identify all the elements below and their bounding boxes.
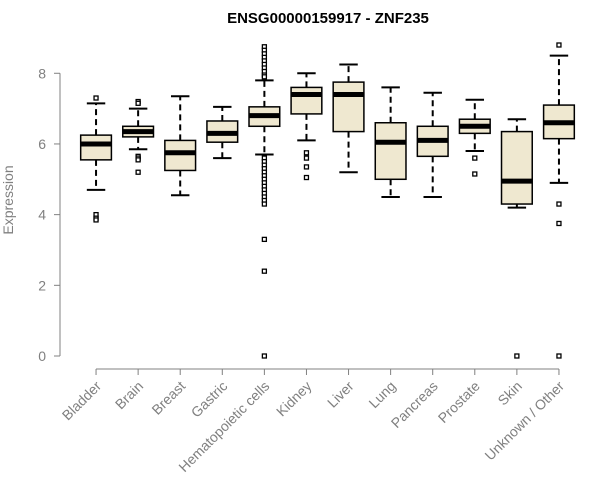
box-group: [248, 44, 281, 359]
category-label: Prostate: [435, 378, 483, 426]
category-label: Bladder: [59, 378, 105, 424]
outlier-point: [303, 164, 310, 170]
outlier-point: [93, 95, 99, 101]
category-label: Skin: [494, 378, 525, 409]
outlier-point: [135, 100, 141, 106]
y-tick-label: 4: [38, 207, 46, 223]
outlier-point: [303, 150, 310, 156]
box-group: [500, 118, 533, 359]
box-group: [206, 105, 239, 160]
box-group: [458, 98, 491, 177]
box-group: [290, 72, 323, 181]
outlier-point: [93, 217, 99, 223]
box-iqr: [332, 81, 365, 133]
box-iqr: [164, 139, 197, 172]
boxes-layer: [79, 42, 576, 359]
category-label: Lung: [365, 378, 398, 411]
box-iqr: [290, 86, 323, 115]
outlier-point: [514, 353, 520, 359]
box-group: [416, 91, 449, 198]
box-group: [374, 86, 407, 198]
y-axis-title: Expression: [0, 165, 16, 234]
outlier-point: [472, 171, 478, 177]
outlier-point: [556, 42, 562, 48]
outlier-point: [556, 220, 562, 227]
category-label: Liver: [324, 378, 357, 411]
box-group: [79, 95, 113, 223]
outlier-point: [261, 74, 268, 80]
category-label: Kidney: [273, 378, 315, 420]
outlier-point: [303, 174, 310, 181]
category-label: Breast: [148, 378, 188, 418]
outlier-point: [261, 236, 268, 243]
box-iqr: [500, 130, 533, 205]
category-label: Pancreas: [388, 378, 441, 431]
outlier-point: [261, 268, 268, 274]
category-label: Brain: [112, 378, 146, 412]
y-tick-label: 8: [38, 65, 46, 81]
box-group: [332, 63, 365, 174]
outlier-point: [303, 155, 310, 161]
outlier-point: [556, 201, 562, 207]
outlier-point: [556, 353, 562, 359]
y-tick-label: 2: [38, 277, 46, 293]
y-axis: 0 2 4 6 8: [38, 65, 61, 364]
box-iqr: [79, 134, 113, 161]
y-tick-label: 0: [38, 348, 46, 364]
y-tick-label: 6: [38, 136, 46, 152]
box-group: [542, 42, 576, 359]
outlier-point: [261, 353, 268, 359]
outlier-point: [135, 169, 141, 175]
outlier-point: [135, 157, 141, 163]
outlier-point: [261, 201, 268, 207]
chart-title: ENSG00000159917 - ZNF235: [227, 10, 429, 27]
category-label: Unknown / Other: [481, 378, 567, 464]
box-group: [122, 98, 155, 175]
box-group: [164, 95, 197, 197]
box-iqr: [374, 122, 407, 181]
outlier-point: [472, 155, 478, 161]
